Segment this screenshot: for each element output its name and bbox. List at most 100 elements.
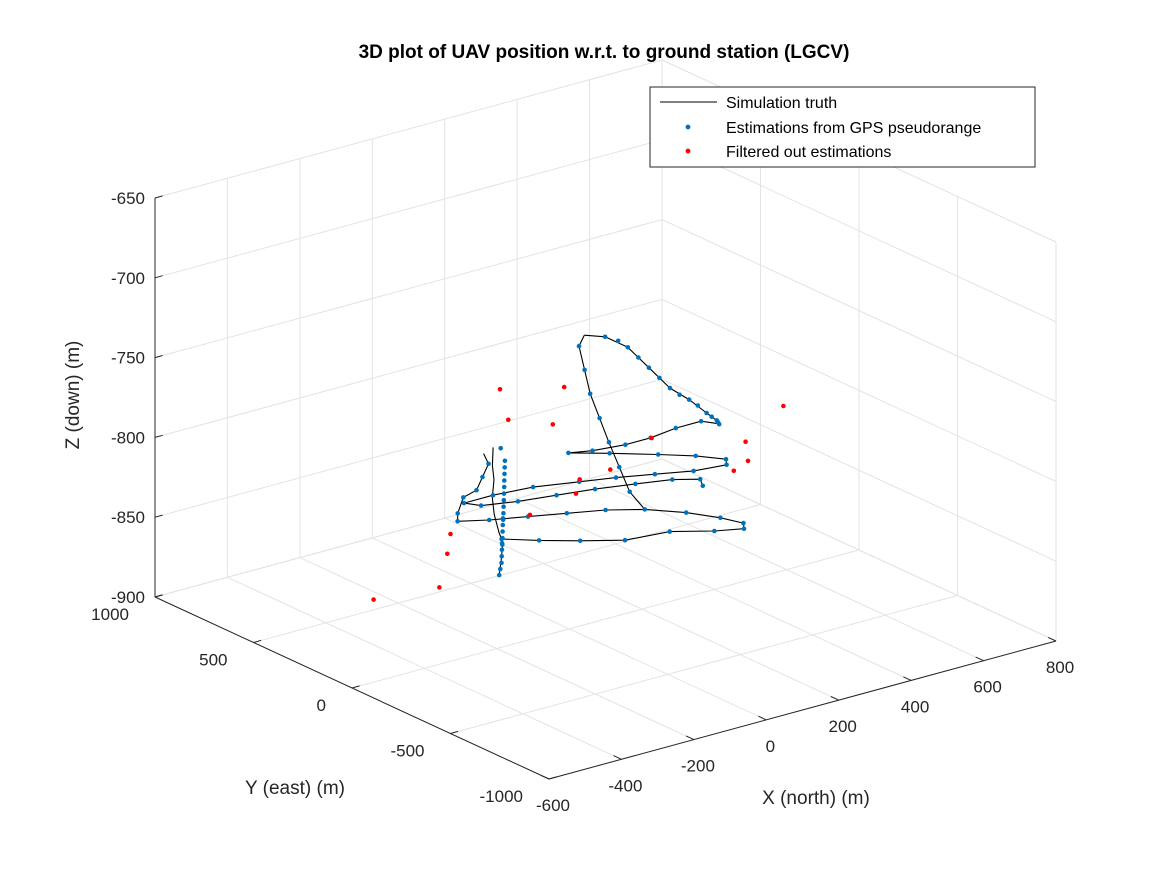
side-wall-grid-line (661, 458, 1057, 642)
gps-estimation-point (501, 511, 506, 516)
gps-estimation-point (704, 410, 709, 416)
z-axis-label: Z (down) (m) (63, 341, 84, 450)
x-tick-mark (758, 715, 767, 721)
gps-estimation-point (646, 365, 652, 371)
y-tick-label: -1000 (480, 787, 523, 806)
gps-estimation-point (554, 492, 559, 498)
gps-estimation-point (499, 560, 504, 566)
gps-estimation-point (502, 478, 507, 483)
gps-estimation-point (697, 476, 703, 482)
gps-estimation-point (502, 471, 507, 477)
gps-estimation-point (500, 529, 505, 534)
gps-estimation-point (597, 415, 602, 421)
y-tick-mark (351, 685, 360, 689)
legend-entry-filtered-out: Filtered out estimations (726, 144, 891, 161)
gps-estimation-point (498, 566, 503, 572)
gps-estimation-point (501, 504, 506, 510)
y-tick-label: -500 (390, 742, 424, 761)
x-axis-line (548, 640, 1057, 780)
gps-estimation-point (499, 547, 505, 553)
back-wall-grid-line (154, 458, 663, 598)
gps-estimation-point (670, 477, 675, 482)
x-tick-mark (830, 696, 839, 701)
gps-estimation-point (627, 489, 632, 495)
z-tick-mark (154, 195, 163, 199)
gps-estimation-point (602, 334, 608, 340)
z-tick-label: -750 (111, 349, 145, 368)
legend-box (649, 86, 1036, 168)
legend-blue-dot-swatch (685, 124, 691, 130)
gps-estimation-point (723, 456, 729, 462)
z-tick-label: -700 (111, 269, 145, 288)
floor-grid-line (450, 595, 958, 734)
gps-estimation-point (564, 511, 570, 516)
gps-estimation-point (530, 484, 536, 490)
side-wall-grid-line (661, 298, 1057, 482)
y-tick-mark (450, 730, 459, 734)
filtered-estimation-point (781, 403, 786, 409)
gps-estimation-point (577, 538, 583, 544)
gps-estimation-point (625, 345, 631, 350)
gps-estimation-point (455, 511, 461, 516)
gps-estimation-point (499, 554, 505, 559)
gps-estimation-point (652, 471, 658, 477)
gps-estimation-point (623, 442, 628, 448)
filtered-estimation-point (371, 597, 376, 602)
back-wall-grid-line (154, 59, 663, 199)
x-tick-mark (975, 656, 984, 662)
x-tick-label: -600 (536, 796, 570, 815)
floor-grid-line (253, 504, 761, 643)
gps-estimation-point (606, 440, 612, 445)
y-tick-label: 1000 (91, 605, 129, 624)
side-wall-grid-line (661, 378, 1057, 562)
back-wall-grid-line (154, 378, 663, 518)
gps-estimation-point (496, 572, 502, 578)
gps-estimation-point (613, 475, 619, 480)
gps-estimation-point (686, 397, 692, 402)
x-axis-label: X (north) (m) (762, 788, 870, 809)
filtered-estimation-point (445, 551, 450, 557)
gps-estimation-point (486, 517, 492, 523)
gps-estimation-point (667, 385, 673, 391)
legend: Simulation truth Estimations from GPS ps… (649, 86, 1036, 168)
truth-trajectory-path (463, 478, 704, 507)
gps-estimation-point (455, 519, 460, 524)
filtered-estimation-point (731, 468, 737, 474)
gps-estimation-point (500, 522, 506, 528)
gps-estimation-point (683, 510, 689, 515)
filtered-estimation-point (497, 387, 503, 392)
y-tick-mark (548, 776, 557, 780)
filtered-estimation-point (448, 531, 453, 537)
x-tick-label: -400 (608, 776, 642, 795)
gps-estimation-point (691, 468, 696, 474)
z-tick-mark (154, 275, 163, 279)
truth-trajectory-path (457, 453, 490, 522)
side-wall-grid-line (661, 139, 1057, 323)
filtered-estimation-point (561, 384, 567, 390)
gps-estimation-point (502, 465, 508, 470)
gps-estimation-point (590, 448, 595, 454)
gps-estimation-point (677, 392, 682, 398)
gps-estimation-point (501, 491, 507, 496)
gps-estimation-point (615, 338, 621, 344)
gps-estimation-point (500, 517, 506, 523)
filtered-estimation-point (577, 477, 582, 482)
tick-labels: -600 -400 -200 0 200 400 600 800 -1000 -500 0 500 10… (91, 189, 1074, 815)
filtered-estimation-point (608, 467, 613, 472)
gps-estimation-point (695, 403, 701, 408)
z-tick-mark (154, 594, 163, 598)
gps-estimation-point (502, 458, 508, 464)
grid (154, 59, 1057, 780)
y-axis-label: Y (east) (m) (245, 778, 345, 799)
y-tick-mark (253, 639, 262, 643)
axes (154, 195, 1057, 780)
gps-estimation-point (500, 542, 505, 547)
gps-estimation-point (536, 538, 542, 543)
x-tick-mark (1047, 636, 1057, 642)
gps-estimation-point (716, 421, 722, 427)
gps-estimation-point (498, 445, 504, 451)
legend-entry-gps-estimations: Estimations from GPS pseudorange (726, 120, 981, 137)
gps-estimation-point (499, 536, 504, 542)
gps-estimation-point (501, 484, 507, 490)
